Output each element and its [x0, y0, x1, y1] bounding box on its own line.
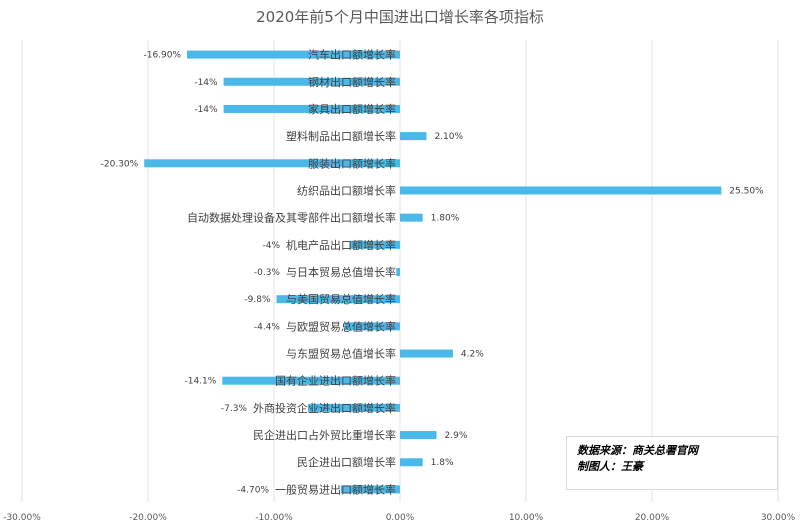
data-label: 25.50% — [729, 186, 764, 196]
bar — [144, 159, 400, 168]
bar — [400, 213, 423, 222]
category-label: 外商投资企业进出口额增长率 — [253, 401, 396, 415]
data-label: -14% — [194, 78, 218, 88]
data-label: 2.10% — [434, 132, 463, 142]
category-label: 一般贸易进出口额增长率 — [275, 482, 396, 496]
data-label: -20.30% — [101, 159, 139, 169]
bar — [400, 458, 423, 467]
bar — [400, 349, 453, 358]
data-label: -14% — [194, 105, 218, 115]
x-tick-label: 30.00% — [761, 513, 796, 523]
bar — [276, 295, 400, 304]
category-label: 汽车出口额增长率 — [308, 48, 396, 62]
bar — [349, 240, 400, 249]
category-label: 服装出口额增长率 — [308, 156, 396, 170]
chart-title: 2020年前5个月中国进出口增长率各项指标 — [256, 8, 544, 26]
author-text: 制图人：王豪 — [577, 460, 643, 473]
x-tick-label: -30.00% — [3, 513, 41, 523]
x-axis-ticks: -30.00% -20.00% -10.00% 0.00% 10.00% 20.00% 30… — [3, 513, 795, 523]
data-label: -0.3% — [254, 268, 281, 278]
data-label: 4.2% — [461, 350, 484, 360]
data-label: -7.3% — [221, 404, 248, 414]
x-tick-label: 10.00% — [509, 513, 544, 523]
bar — [400, 186, 722, 195]
category-label: 家具出口额增长率 — [308, 102, 396, 116]
data-label: -4.70% — [237, 485, 269, 495]
x-tick-label: 20.00% — [635, 513, 670, 523]
bar — [223, 77, 400, 86]
bar — [223, 104, 400, 113]
data-label: -9.8% — [244, 295, 271, 305]
bar — [187, 50, 400, 59]
bar — [222, 376, 400, 385]
category-label: 机电产品出口额增长率 — [286, 238, 396, 252]
category-label: 与美国贸易总值增长率 — [286, 292, 396, 306]
category-label: 民企进出口额增长率 — [297, 455, 396, 469]
bar — [308, 403, 400, 412]
category-label: 与日本贸易总值增长率 — [286, 265, 396, 279]
category-label: 民企进出口占外贸比重增长率 — [253, 428, 396, 442]
bars — [144, 50, 722, 494]
data-label: 1.8% — [431, 458, 454, 468]
x-tick-label: 0.00% — [386, 513, 415, 523]
category-label: 塑料制品出口额增长率 — [286, 129, 396, 143]
source-annotation-box: 数据来源：商关总署官网 制图人：王豪 — [566, 436, 778, 490]
category-label: 自动数据处理设备及其零部件出口额增长率 — [187, 211, 396, 225]
x-tick-label: -10.00% — [255, 513, 293, 523]
category-label: 与东盟贸易总值增长率 — [286, 347, 396, 361]
bar — [400, 431, 437, 440]
category-label: 纺织品出口额增长率 — [297, 183, 396, 197]
data-label: -14.1% — [184, 377, 216, 387]
bar — [340, 485, 400, 494]
data-label: -16.90% — [143, 51, 181, 61]
data-label: -4.4% — [254, 322, 281, 332]
source-text: 数据来源：商关总署官网 — [577, 444, 698, 457]
data-label: 2.9% — [445, 431, 468, 441]
x-tick-label: -20.00% — [129, 513, 167, 523]
category-label: 国有企业进出口额增长率 — [275, 374, 396, 388]
data-label: -4% — [262, 241, 280, 251]
category-label: 钢材出口额增长率 — [308, 75, 396, 89]
data-label: 1.80% — [431, 214, 460, 224]
labels: 汽车出口额增长率 -16.90% 钢材出口额增长率 -14% 家具出口额增长率 -14% 塑… — [101, 48, 764, 497]
bar — [400, 132, 427, 141]
bar — [344, 322, 400, 331]
bar — [396, 268, 400, 276]
category-label: 与欧盟贸易总值增长率 — [286, 319, 396, 333]
